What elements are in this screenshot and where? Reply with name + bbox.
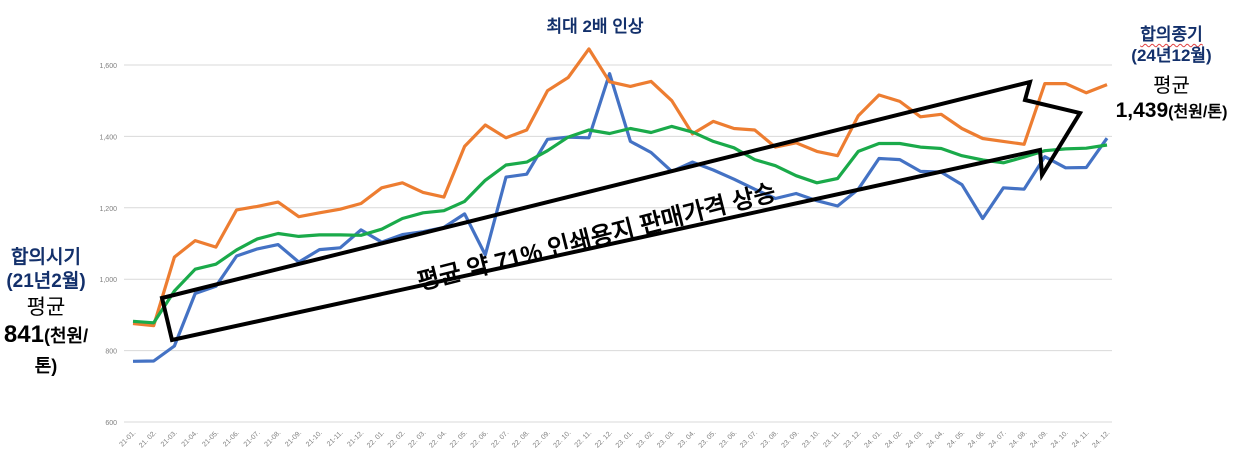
end-avg-unit: (천원/톤) — [1168, 103, 1228, 121]
x-tick-label: 21-07. — [243, 429, 262, 448]
x-tick-label: 22. 01. — [366, 429, 386, 449]
x-tick-label: 24. 11. — [1071, 429, 1091, 449]
y-tick-label: 1,400 — [99, 134, 117, 141]
x-tick-label: 23. 08. — [760, 429, 780, 449]
x-tick-label: 24. 10. — [1050, 429, 1070, 449]
x-tick-label: 23. 10. — [801, 429, 821, 449]
x-tick-label: 22. 11. — [574, 429, 594, 449]
x-tick-label: 22. 10. — [553, 429, 573, 449]
x-tick-label: 24. 08. — [1008, 429, 1028, 449]
start-avg-unit: (천원/톤) — [34, 325, 89, 376]
x-tick-label: 21-09. — [284, 429, 303, 448]
end-title: 합의종기 — [1140, 25, 1203, 44]
x-tick-label: 21. 02. — [138, 429, 158, 449]
start-avg-label: 평균 — [26, 294, 66, 319]
x-tick-label: 22. 05. — [449, 429, 469, 449]
x-tick-label: 24. 02. — [884, 429, 904, 449]
x-tick-label: 24. 01. — [863, 429, 883, 449]
x-tick-label: 24. 09. — [1029, 429, 1049, 449]
x-tick-label: 21-11. — [326, 429, 345, 448]
series-line-green — [132, 124, 1108, 325]
start-period: (21년2월) — [6, 270, 86, 292]
x-tick-label: 22. 03. — [407, 429, 427, 449]
series-lines — [132, 47, 1109, 363]
end-avg-value: 1,439 — [1115, 98, 1169, 122]
x-tick-label: 24. 05. — [946, 429, 966, 449]
y-tick-label: 1,000 — [99, 277, 117, 284]
end-annotation: 합의종기 (24년12월) 평균 1,439(천원/톤) — [1105, 24, 1238, 124]
x-tick-label: 22. 09. — [532, 429, 552, 449]
x-tick-label: 22. 08. — [511, 429, 531, 449]
end-avg-label: 평균 — [1153, 72, 1190, 97]
x-tick-label: 24. 03. — [905, 429, 925, 449]
x-tick-label: 23. 06. — [718, 429, 738, 449]
x-tick-label: 21-04. — [181, 429, 200, 448]
x-tick-label: 24. 06. — [967, 429, 987, 449]
x-tick-label: 21-05. — [201, 429, 220, 448]
x-tick-label: 23. 09. — [780, 429, 800, 449]
x-tick-label: 21-01. — [118, 429, 137, 448]
y-tick-label: 1,600 — [99, 63, 117, 70]
x-tick-label: 21-10. — [305, 429, 324, 448]
x-tick-label: 21-03. — [160, 429, 179, 448]
x-tick-label: 21-12. — [346, 429, 365, 448]
peak-annotation: 최대 2배 인상 — [495, 16, 695, 37]
x-tick-label: 23. 11. — [822, 429, 842, 449]
x-tick-label: 24. 07. — [988, 429, 1008, 449]
start-title: 합의시기 — [11, 247, 81, 268]
x-tick-label: 23. 03. — [656, 429, 676, 449]
x-tick-label: 22. 12. — [594, 429, 614, 449]
y-tick-label: 800 — [105, 349, 117, 356]
x-tick-label: 23. 07. — [739, 429, 759, 449]
x-tick-label: 22. 06. — [470, 429, 490, 449]
x-tick-label: 22. 04. — [428, 429, 448, 449]
arrow-shape-icon — [159, 79, 1084, 343]
x-tick-label: 23. 05. — [698, 429, 718, 449]
x-tick-label: 23. 01. — [615, 429, 635, 449]
start-avg-value: 841 — [3, 320, 44, 348]
x-tick-label: 23. 04. — [677, 429, 697, 449]
start-annotation: 합의시기 (21년2월) 평균 841(천원/톤) — [0, 246, 92, 380]
start-avg-value-row: 841(천원/톤) — [0, 320, 92, 380]
x-tick-label: 24. 04. — [926, 429, 946, 449]
series-line-blue — [132, 71, 1109, 363]
x-tick-label: 21-08. — [263, 429, 282, 448]
x-tick-label: 23. 12. — [843, 429, 863, 449]
x-tick-label: 23. 02. — [635, 429, 655, 449]
y-tick-label: 1,200 — [99, 206, 117, 213]
x-tick-label: 21-06. — [222, 429, 241, 448]
y-tick-label: 600 — [105, 420, 117, 427]
end-avg-value-row: 1,439(천원/톤) — [1105, 98, 1238, 124]
series-line-orange — [132, 47, 1108, 328]
trend-arrow: 평균 약 71% 인쇄용지 판매가격 상승 — [159, 79, 1084, 343]
x-tick-label: 24. 12. — [1091, 429, 1111, 449]
peak-label: 최대 2배 인상 — [546, 17, 644, 36]
x-tick-label: 22. 07. — [490, 429, 510, 449]
x-axis-ticks: 21-01. 21. 02. 21-03. 21-04. 21-05. 21-06. 21-… — [118, 429, 1111, 449]
end-period: (24년12월) — [1131, 46, 1212, 66]
y-axis-ticks: 600 800 1,000 1,200 1,400 1,600 — [99, 63, 117, 427]
x-tick-label: 22. 02. — [387, 429, 407, 449]
